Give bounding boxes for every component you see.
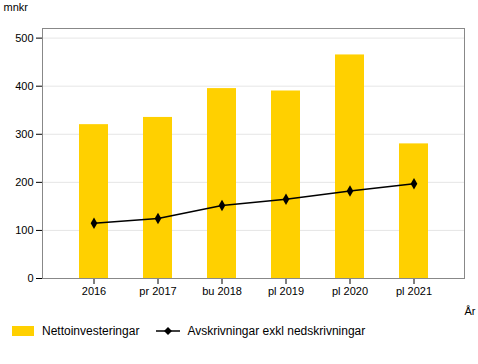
svg-text:mnkr: mnkr (4, 1, 29, 13)
svg-text:0: 0 (27, 272, 33, 284)
svg-text:500: 500 (15, 32, 33, 44)
svg-text:pl 2020: pl 2020 (332, 285, 368, 297)
svg-text:200: 200 (15, 176, 33, 188)
svg-text:bu 2018: bu 2018 (202, 285, 242, 297)
html-text:Avskrivningar exkl nedskrivnin: Avskrivningar exkl nedskrivningar (187, 324, 366, 338)
svg-text:pr 2017: pr 2017 (139, 285, 176, 297)
html-text:Nettoinvesteringar: Nettoinvesteringar (42, 324, 140, 338)
svg-text:400: 400 (15, 80, 33, 92)
svg-text:pl 2021: pl 2021 (396, 285, 432, 297)
svg-text:År: År (465, 305, 476, 317)
svg-text:300: 300 (15, 128, 33, 140)
svg-text:2016: 2016 (82, 285, 106, 297)
svg-text:100: 100 (15, 224, 33, 236)
svg-text:pl 2019: pl 2019 (268, 285, 304, 297)
